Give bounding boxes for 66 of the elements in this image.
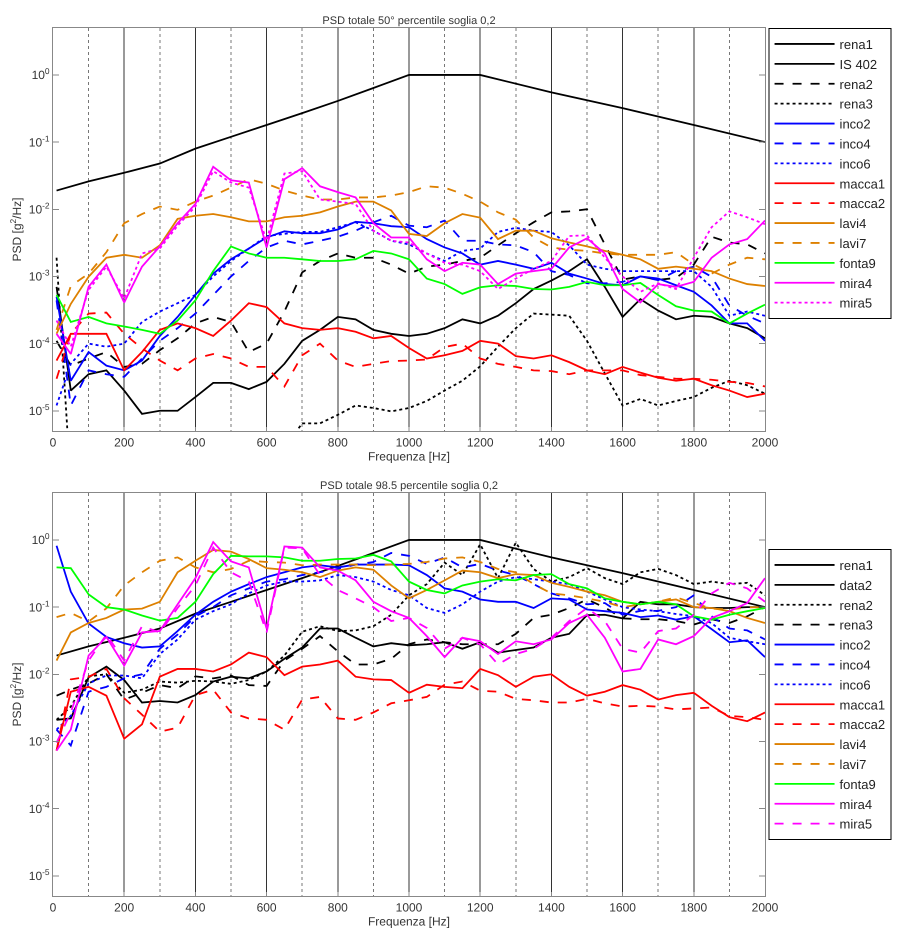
y-tick-label: 10$^{-5}$ [28, 866, 50, 883]
legend-label: rena2 [840, 598, 873, 613]
x-tick-label: 400 [185, 900, 206, 914]
x-tick-label: 1200 [466, 900, 494, 914]
legend-label: lavi4 [840, 737, 866, 752]
legend-label: rena3 [840, 96, 873, 112]
legend-label: inco4 [840, 658, 871, 673]
legend-label: mira5 [840, 296, 872, 311]
x-tick-label: 1000 [396, 900, 423, 914]
legend-label: macca1 [840, 176, 886, 192]
legend-label: mira5 [840, 816, 872, 832]
x-tick-label: 600 [256, 900, 277, 914]
x-tick-label: 400 [185, 435, 206, 450]
legend-label: lavi7 [840, 757, 866, 772]
y-tick-label: 10$^{-5}$ [28, 402, 50, 418]
x-tick-label: 200 [114, 435, 135, 450]
x-tick-label: 1600 [609, 435, 636, 450]
legend-label: macca2 [840, 196, 886, 212]
y-tick-label: 10$^{0}$ [32, 66, 50, 82]
legend-label: inco2 [840, 116, 871, 132]
x-tick-label: 1800 [680, 435, 708, 450]
legend-label: mira4 [840, 276, 872, 291]
chart-title: PSD totale 50° percentile soglia 0,2 [322, 15, 496, 27]
x-tick-label: 0 [50, 435, 57, 450]
x-tick-label: 800 [328, 435, 348, 450]
chart-title: PSD totale 98.5 percentile soglia 0,2 [320, 480, 498, 492]
x-tick-label: 1400 [538, 435, 566, 450]
x-tick-label: 200 [114, 900, 135, 914]
legend-label: mira4 [840, 796, 872, 812]
x-tick-label: 1000 [396, 435, 423, 450]
legend-label: macca1 [840, 697, 886, 712]
x-tick-label: 2000 [752, 900, 779, 914]
legend-label: IS 402 [840, 56, 878, 72]
legend-label: rena1 [840, 37, 873, 52]
x-tick-label: 2000 [752, 435, 779, 450]
x-tick-label: 1400 [538, 900, 566, 914]
y-tick-label: 10$^{-2}$ [28, 665, 50, 682]
legend-label: lavi7 [840, 236, 866, 252]
x-tick-label: 0 [50, 900, 57, 914]
legend-label: lavi4 [840, 216, 866, 232]
y-tick-label: 10$^{-3}$ [28, 732, 50, 749]
x-tick-label: 800 [328, 900, 348, 914]
x-axis-title: Frequenza [Hz] [368, 914, 450, 928]
y-tick-label: 10$^{-1}$ [28, 598, 50, 614]
y-tick-label: 10$^{-4}$ [28, 334, 50, 351]
x-tick-label: 1800 [680, 900, 708, 914]
y-tick-label: 10$^{0}$ [32, 531, 50, 548]
legend-label: rena3 [840, 618, 873, 633]
x-axis-title: Frequenza [Hz] [368, 449, 450, 464]
x-tick-label: 600 [256, 435, 277, 450]
legend-label: inco6 [840, 156, 871, 172]
legend-label: inco2 [840, 638, 871, 653]
legend-label: rena2 [840, 76, 873, 92]
legend-label: fonta9 [840, 256, 876, 271]
legend-label: fonta9 [840, 776, 876, 792]
legend-label: inco4 [840, 136, 871, 152]
legend-label: inco6 [840, 677, 871, 692]
y-tick-label: 10$^{-3}$ [28, 268, 50, 284]
legend-label: macca2 [840, 717, 886, 732]
x-tick-label: 1200 [466, 435, 494, 450]
x-tick-label: 1600 [609, 900, 636, 914]
y-tick-label: 10$^{-4}$ [28, 800, 50, 816]
legend-label: rena1 [840, 558, 873, 574]
legend-label: data2 [840, 578, 872, 593]
y-tick-label: 10$^{-2}$ [28, 200, 50, 216]
y-tick-label: 10$^{-1}$ [28, 133, 50, 150]
